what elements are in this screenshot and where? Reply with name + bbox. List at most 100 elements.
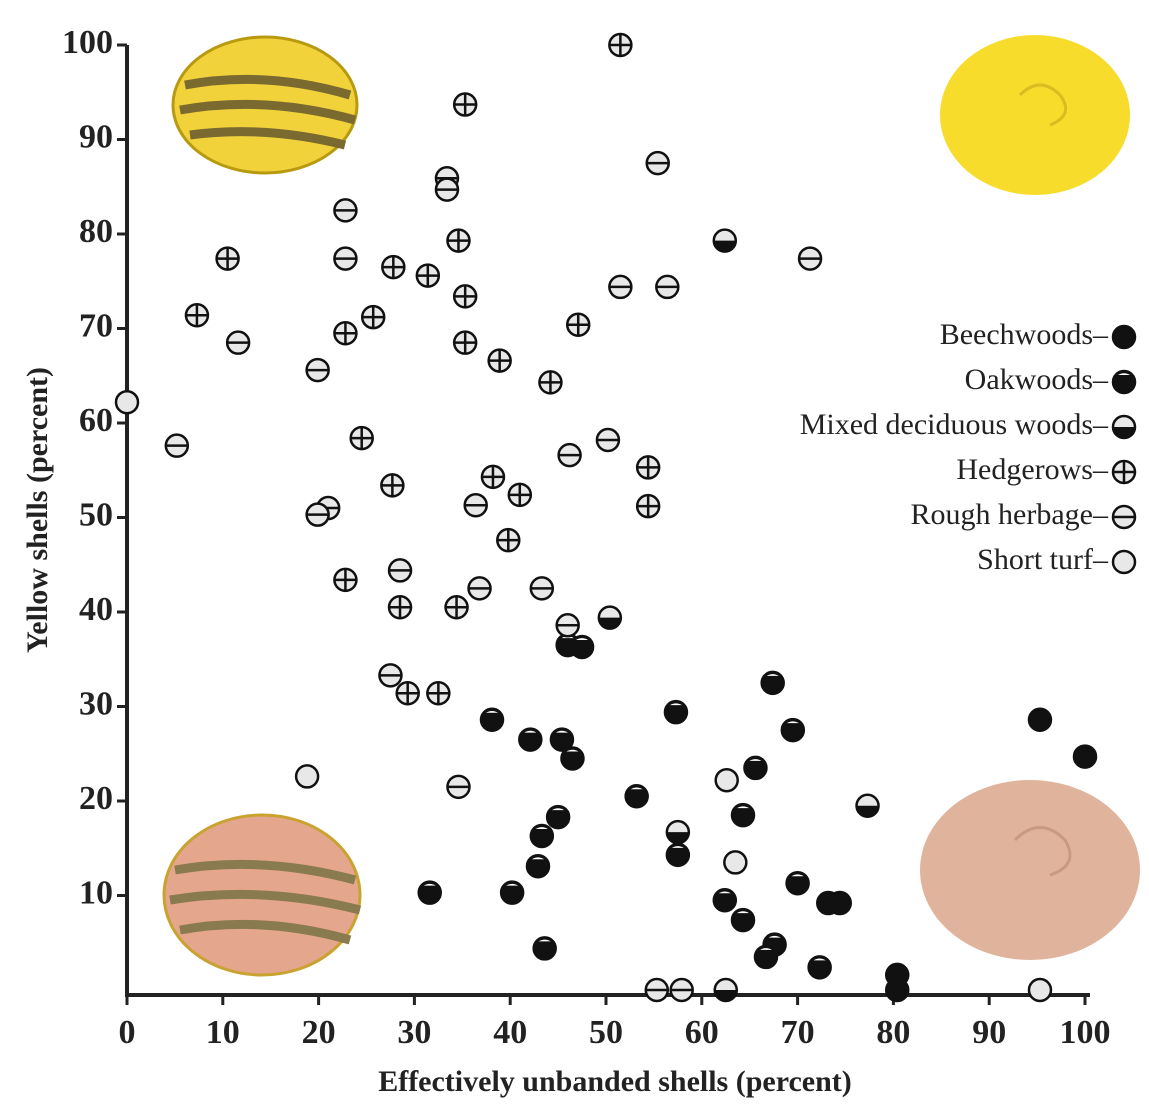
point bbox=[446, 596, 468, 618]
x-tick-label: 50 bbox=[589, 1014, 623, 1051]
point bbox=[166, 435, 188, 457]
legend-marker bbox=[1113, 326, 1135, 348]
point bbox=[1074, 746, 1096, 768]
point bbox=[637, 456, 659, 478]
point bbox=[665, 701, 687, 723]
x-tick-label: 90 bbox=[972, 1014, 1006, 1051]
point bbox=[799, 248, 821, 270]
point bbox=[417, 265, 439, 287]
point bbox=[715, 979, 737, 1001]
point bbox=[454, 285, 476, 307]
point bbox=[389, 596, 411, 618]
marker-body bbox=[296, 765, 318, 787]
point bbox=[599, 607, 621, 629]
marker-body bbox=[1113, 326, 1135, 348]
point bbox=[454, 332, 476, 354]
chart: Effectively unbanded shells (percent) Ye… bbox=[0, 0, 1149, 1101]
marker-body bbox=[886, 979, 908, 1001]
legend-marker bbox=[1113, 506, 1135, 528]
legend-label: Oakwoods– bbox=[965, 363, 1109, 396]
point bbox=[351, 427, 373, 449]
y-axis-title: Yellow shells (percent) bbox=[21, 367, 54, 653]
point bbox=[397, 682, 419, 704]
y-tick-label: 40 bbox=[79, 591, 113, 628]
point bbox=[497, 529, 519, 551]
point bbox=[886, 979, 908, 1001]
point bbox=[762, 672, 784, 694]
point bbox=[527, 855, 549, 877]
point bbox=[724, 851, 746, 873]
point bbox=[755, 946, 777, 968]
y-tick-label: 100 bbox=[62, 24, 113, 61]
point bbox=[334, 199, 356, 221]
point bbox=[447, 230, 469, 252]
point bbox=[531, 825, 553, 847]
x-tick-label: 10 bbox=[206, 1014, 240, 1051]
legend-marker bbox=[1113, 551, 1135, 573]
point bbox=[481, 709, 503, 731]
point bbox=[509, 484, 531, 506]
snail-yellow-plain bbox=[940, 35, 1130, 195]
y-tick-label: 60 bbox=[79, 402, 113, 439]
point bbox=[519, 729, 541, 751]
marker-body bbox=[724, 851, 746, 873]
point bbox=[557, 614, 579, 636]
legend-label: Beechwoods– bbox=[940, 318, 1109, 351]
legend-label: Rough herbage– bbox=[911, 498, 1109, 531]
y-tick-label: 10 bbox=[79, 874, 113, 911]
legend-label: Hedgerows– bbox=[956, 453, 1109, 486]
snail-pink-plain bbox=[920, 780, 1140, 960]
y-tick-label: 70 bbox=[79, 307, 113, 344]
point bbox=[829, 892, 851, 914]
marker-body bbox=[829, 892, 851, 914]
point bbox=[547, 806, 569, 828]
legend-marker bbox=[1113, 461, 1135, 483]
legend-marker bbox=[1113, 371, 1135, 393]
marker-body bbox=[716, 769, 738, 791]
point bbox=[539, 371, 561, 393]
point bbox=[389, 559, 411, 581]
y-tick-label: 90 bbox=[79, 118, 113, 155]
point bbox=[469, 577, 491, 599]
point bbox=[334, 322, 356, 344]
point bbox=[489, 350, 511, 372]
point bbox=[609, 34, 631, 56]
point bbox=[1029, 979, 1051, 1001]
x-tick-label: 0 bbox=[119, 1014, 136, 1051]
point bbox=[436, 179, 458, 201]
point bbox=[227, 332, 249, 354]
point bbox=[782, 719, 804, 741]
point bbox=[381, 474, 403, 496]
marker-body bbox=[1029, 979, 1051, 1001]
point bbox=[744, 757, 766, 779]
point bbox=[597, 429, 619, 451]
point bbox=[454, 94, 476, 116]
point bbox=[646, 979, 668, 1001]
y-tick-label: 30 bbox=[79, 685, 113, 722]
point bbox=[116, 391, 138, 413]
point bbox=[667, 844, 689, 866]
point bbox=[1029, 709, 1051, 731]
point bbox=[465, 494, 487, 516]
point bbox=[716, 769, 738, 791]
marker-body bbox=[1113, 551, 1135, 573]
point bbox=[809, 956, 831, 978]
point bbox=[217, 248, 239, 270]
point bbox=[559, 444, 581, 466]
point bbox=[531, 577, 553, 599]
point bbox=[667, 821, 689, 843]
point bbox=[567, 314, 589, 336]
point bbox=[296, 765, 318, 787]
marker-body bbox=[116, 391, 138, 413]
y-tick-label: 80 bbox=[79, 213, 113, 250]
point bbox=[186, 304, 208, 326]
point bbox=[637, 495, 659, 517]
marker-body bbox=[1029, 709, 1051, 731]
point bbox=[334, 569, 356, 591]
point bbox=[419, 882, 441, 904]
marker-body bbox=[1074, 746, 1096, 768]
point bbox=[334, 248, 356, 270]
point bbox=[501, 882, 523, 904]
point bbox=[714, 889, 736, 911]
y-tick-label: 50 bbox=[79, 496, 113, 533]
